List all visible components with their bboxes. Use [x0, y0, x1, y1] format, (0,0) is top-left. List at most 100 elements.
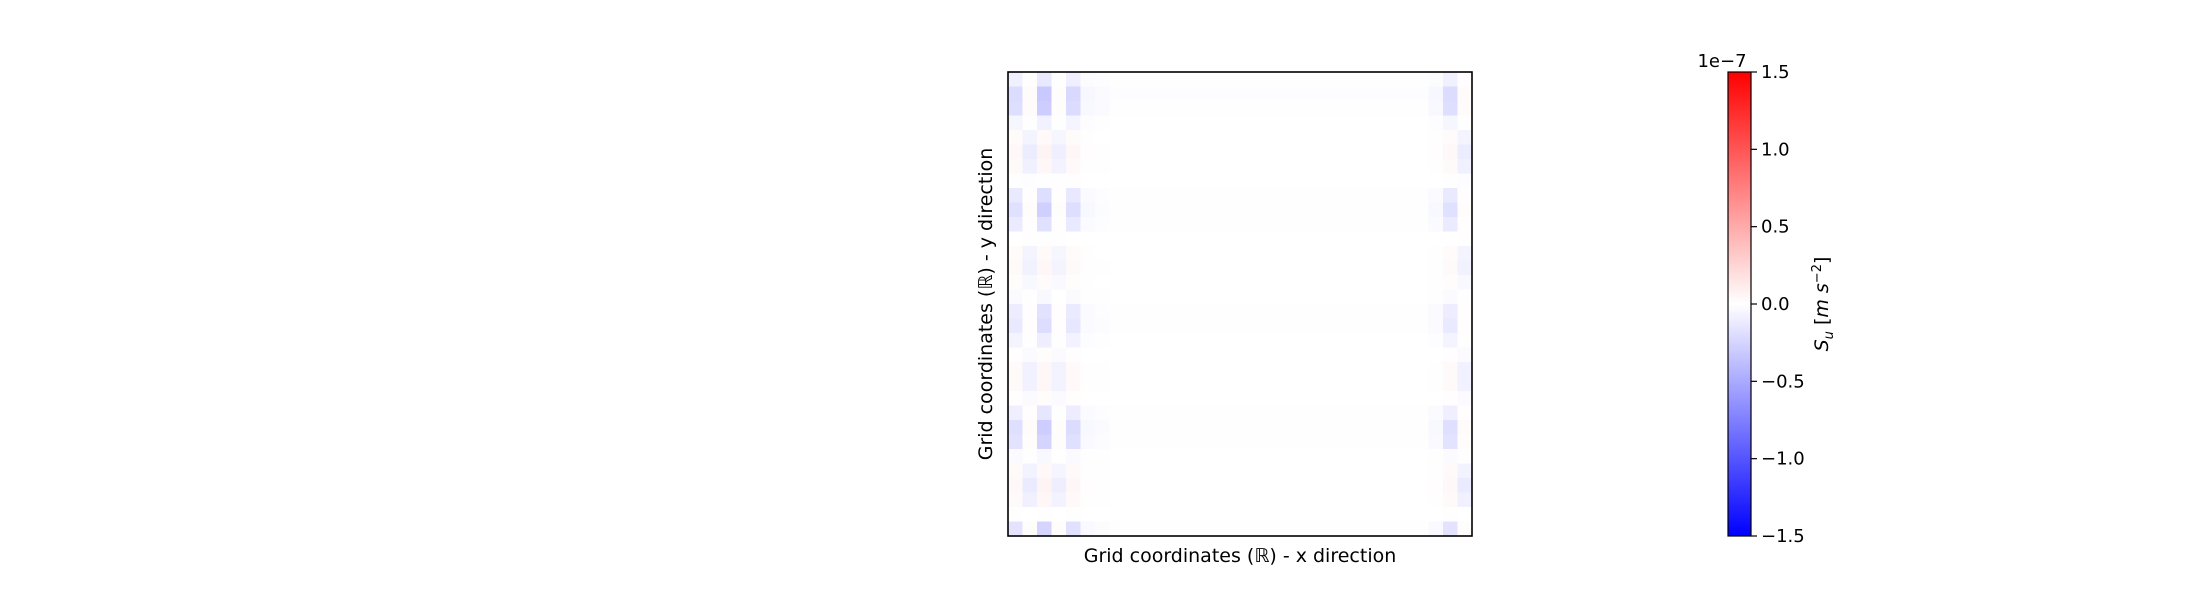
- heatmap-cell: [1196, 159, 1212, 174]
- heatmap-cell: [1066, 231, 1081, 247]
- heatmap-cell: [1037, 275, 1052, 290]
- heatmap-cell: [1182, 86, 1197, 102]
- heatmap-cell: [1109, 86, 1125, 102]
- heatmap-cell: [1370, 318, 1386, 334]
- heatmap-cell: [1240, 376, 1255, 392]
- heatmap-cell: [1153, 231, 1168, 247]
- heatmap-cell: [1109, 159, 1125, 174]
- heatmap-cell: [1414, 202, 1429, 218]
- heatmap-cell: [1356, 333, 1371, 348]
- heatmap-cell: [1109, 434, 1125, 450]
- heatmap-cell: [1341, 231, 1357, 247]
- heatmap-cell: [1443, 115, 1458, 131]
- heatmap-cell: [1037, 246, 1052, 261]
- heatmap-cell: [1138, 391, 1154, 406]
- heatmap-cell: [1399, 86, 1415, 102]
- heatmap-cell: [1327, 463, 1342, 479]
- heatmap-cell: [1008, 72, 1023, 87]
- heatmap-cell: [1254, 420, 1270, 435]
- heatmap-cell: [1356, 463, 1371, 479]
- heatmap-cell: [1167, 202, 1183, 218]
- heatmap-cell: [1341, 478, 1357, 493]
- heatmap-cell: [1298, 405, 1313, 421]
- heatmap-cell: [1182, 246, 1197, 261]
- heatmap-cell: [1298, 101, 1313, 116]
- heatmap-cell: [1443, 478, 1458, 493]
- heatmap-cell: [1225, 434, 1241, 450]
- heatmap-cell: [1341, 405, 1357, 421]
- heatmap-cell: [1051, 376, 1067, 392]
- heatmap-cell: [1370, 144, 1386, 160]
- heatmap-cell: [1370, 86, 1386, 102]
- heatmap-cell: [1109, 188, 1125, 203]
- heatmap-cell: [1298, 318, 1313, 334]
- heatmap-cell: [1385, 275, 1400, 290]
- heatmap-cell: [1240, 434, 1255, 450]
- heatmap-cell: [1037, 188, 1052, 203]
- heatmap-cell: [1356, 144, 1371, 160]
- heatmap-cell: [1428, 130, 1444, 145]
- heatmap-cell: [1312, 289, 1328, 305]
- heatmap-cell: [1341, 318, 1357, 334]
- heatmap-cell: [1240, 86, 1255, 102]
- heatmap-cell: [1211, 188, 1226, 203]
- heatmap-cell: [1240, 231, 1255, 247]
- heatmap-cell: [1153, 405, 1168, 421]
- heatmap-cell: [1370, 362, 1386, 377]
- heatmap-cell: [1182, 130, 1197, 145]
- heatmap-cell: [1182, 521, 1197, 537]
- heatmap-cell: [1124, 86, 1139, 102]
- heatmap-cell: [1428, 376, 1444, 392]
- heatmap-cell: [1414, 463, 1429, 479]
- heatmap-cell: [1370, 217, 1386, 232]
- heatmap-cell: [1298, 420, 1313, 435]
- heatmap-cell: [1080, 420, 1096, 435]
- heatmap-cell: [1008, 173, 1023, 189]
- heatmap-cell: [1095, 478, 1110, 493]
- heatmap-cell: [1298, 173, 1313, 189]
- heatmap-cell: [1022, 304, 1038, 319]
- heatmap-cell: [1153, 376, 1168, 392]
- heatmap-cell: [1037, 449, 1052, 464]
- heatmap-cell: [1153, 159, 1168, 174]
- heatmap-cell: [1283, 86, 1299, 102]
- heatmap-cell: [1385, 130, 1400, 145]
- heatmap-cell: [1298, 391, 1313, 406]
- heatmap-cell: [1080, 521, 1096, 537]
- heatmap-cell: [1153, 391, 1168, 406]
- heatmap-cell: [1385, 289, 1400, 305]
- heatmap-cell: [1037, 318, 1052, 334]
- heatmap-cell: [1428, 521, 1444, 537]
- heatmap-cell: [1211, 478, 1226, 493]
- heatmap-cell: [1428, 463, 1444, 479]
- heatmap-cell: [1051, 318, 1067, 334]
- heatmap-cell: [1124, 304, 1139, 319]
- heatmap-cell: [1124, 202, 1139, 218]
- heatmap-cell: [1385, 246, 1400, 261]
- heatmap-cell: [1269, 101, 1284, 116]
- heatmap-cell: [1167, 86, 1183, 102]
- heatmap-cell: [1399, 275, 1415, 290]
- heatmap-cell: [1457, 362, 1473, 377]
- heatmap-cell: [1240, 521, 1255, 537]
- heatmap-cell: [1327, 318, 1342, 334]
- heatmap-cell: [1022, 202, 1038, 218]
- heatmap-cell: [1457, 115, 1473, 131]
- heatmap-cell: [1022, 347, 1038, 363]
- heatmap-cell: [1109, 362, 1125, 377]
- heatmap-cell: [1341, 304, 1357, 319]
- heatmap-cell: [1153, 115, 1168, 131]
- heatmap-cell: [1312, 86, 1328, 102]
- heatmap-cell: [1457, 463, 1473, 479]
- heatmap-cell: [1254, 507, 1270, 522]
- heatmap-cell: [1095, 463, 1110, 479]
- heatmap-cell: [1370, 420, 1386, 435]
- heatmap-cell: [1196, 449, 1212, 464]
- heatmap-cell: [1356, 318, 1371, 334]
- heatmap-cell: [1240, 144, 1255, 160]
- colorbar-label-main: S: [1811, 339, 1833, 351]
- heatmap-cell: [1327, 362, 1342, 377]
- heatmap-cell: [1138, 463, 1154, 479]
- heatmap-cell: [1225, 231, 1241, 247]
- heatmap-cell: [1037, 391, 1052, 406]
